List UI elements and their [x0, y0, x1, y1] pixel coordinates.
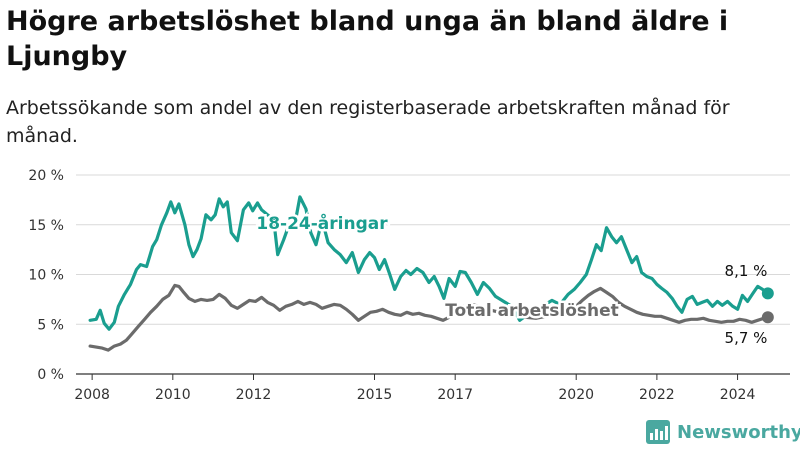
newsworthy-logo: Newsworthy: [645, 419, 800, 445]
axes: 0 % 5 % 10 % 15 % 20 % 2008 2010 2012 2015 2017 20…: [28, 168, 790, 403]
grid-lines: [76, 174, 790, 325]
y-tick-label: 10 %: [28, 268, 64, 284]
series-labels: 18-24-åringar Total arbetslöshet 8,1 % 5…: [254, 210, 768, 348]
end-label-total: 5,7 %: [725, 329, 768, 347]
y-tick-label: 0 %: [37, 367, 64, 383]
series-label-total: Total arbetslöshet: [445, 301, 619, 321]
bar-chart-logo-icon: [646, 420, 670, 444]
y-tick-label: 20 %: [28, 168, 64, 184]
y-tick-label: 5 %: [37, 317, 64, 333]
x-tick-label: 2008: [74, 387, 110, 403]
series-line-youth: [88, 195, 770, 331]
x-tick-label: 2012: [236, 387, 272, 403]
end-point-total: [761, 311, 774, 324]
x-tick-label: 2015: [357, 387, 393, 403]
x-tick-label: 2020: [558, 387, 594, 403]
series-lines: [88, 195, 774, 352]
end-point-youth: [761, 287, 774, 300]
x-tick-label: 2024: [720, 387, 756, 403]
end-label-youth: 8,1 %: [725, 262, 768, 280]
chart-subtitle: Arbetssökande som andel av den registerb…: [6, 97, 730, 147]
x-tick-label: 2017: [437, 387, 473, 403]
y-tick-label: 15 %: [28, 218, 64, 234]
chart-title: Högre arbetslöshet bland unga än bland ä…: [6, 6, 729, 72]
series-label-youth: 18-24-åringar: [256, 212, 388, 234]
brand-name: Newsworthy: [677, 421, 800, 443]
x-tick-label: 2022: [639, 387, 675, 403]
x-tick-label: 2010: [155, 387, 191, 403]
series-line-total: [88, 283, 770, 352]
